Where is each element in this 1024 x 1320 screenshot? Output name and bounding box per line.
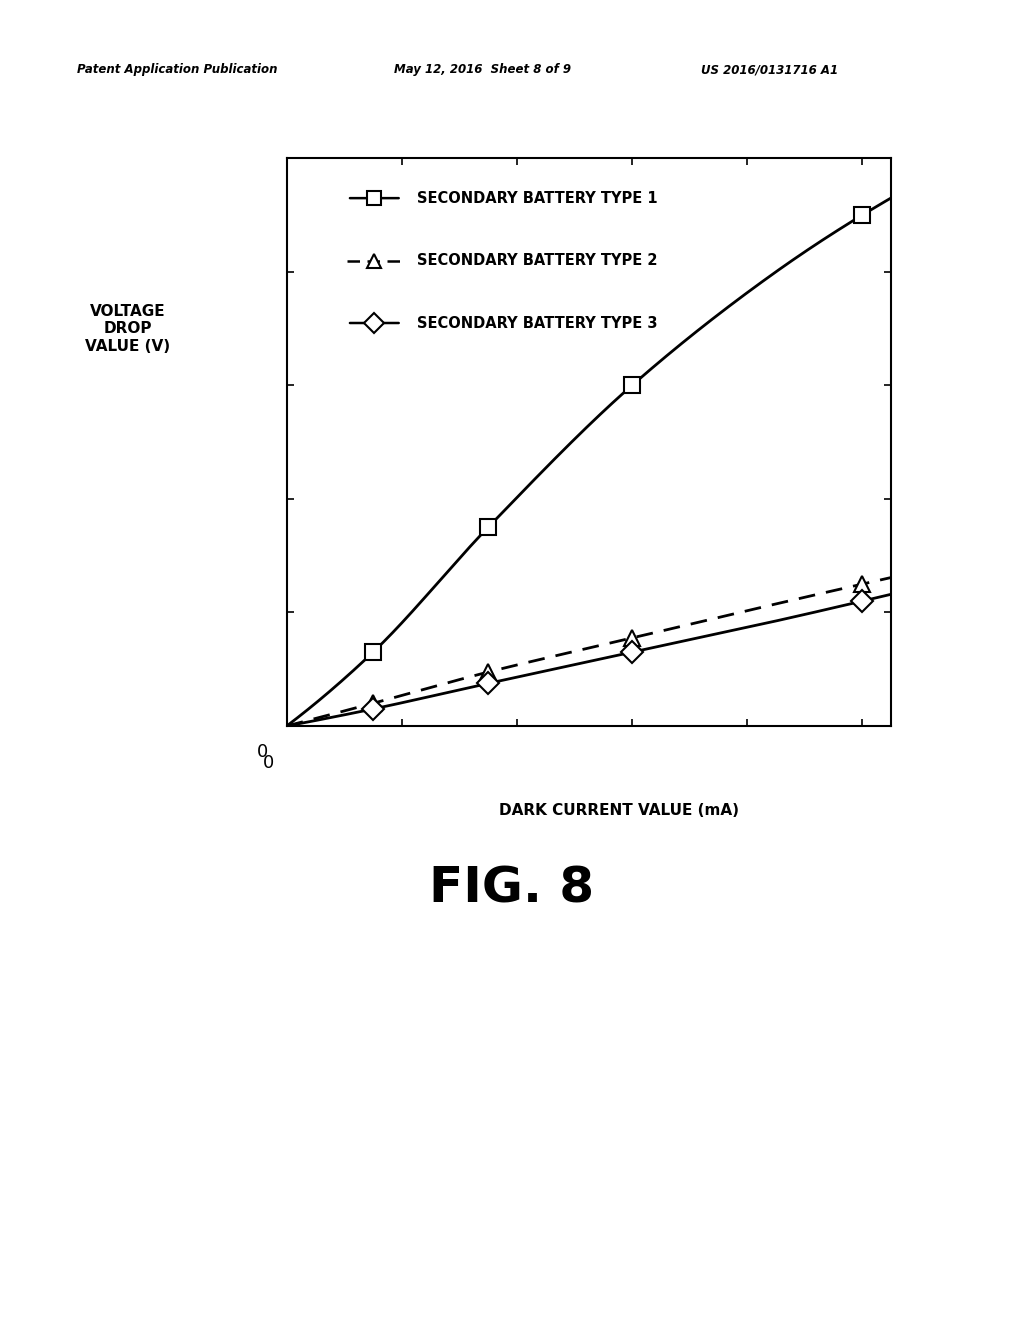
Text: Patent Application Publication: Patent Application Publication	[77, 63, 278, 77]
Text: May 12, 2016  Sheet 8 of 9: May 12, 2016 Sheet 8 of 9	[394, 63, 571, 77]
Text: DARK CURRENT VALUE (mA): DARK CURRENT VALUE (mA)	[499, 803, 739, 817]
Text: 0: 0	[257, 743, 268, 762]
Text: VOLTAGE
DROP
VALUE (V): VOLTAGE DROP VALUE (V)	[85, 304, 171, 354]
Text: SECONDARY BATTERY TYPE 3: SECONDARY BATTERY TYPE 3	[417, 315, 657, 330]
Text: SECONDARY BATTERY TYPE 2: SECONDARY BATTERY TYPE 2	[417, 253, 657, 268]
Text: FIG. 8: FIG. 8	[429, 865, 595, 912]
Text: SECONDARY BATTERY TYPE 1: SECONDARY BATTERY TYPE 1	[417, 190, 657, 206]
Text: US 2016/0131716 A1: US 2016/0131716 A1	[701, 63, 839, 77]
Text: 0: 0	[263, 755, 274, 772]
